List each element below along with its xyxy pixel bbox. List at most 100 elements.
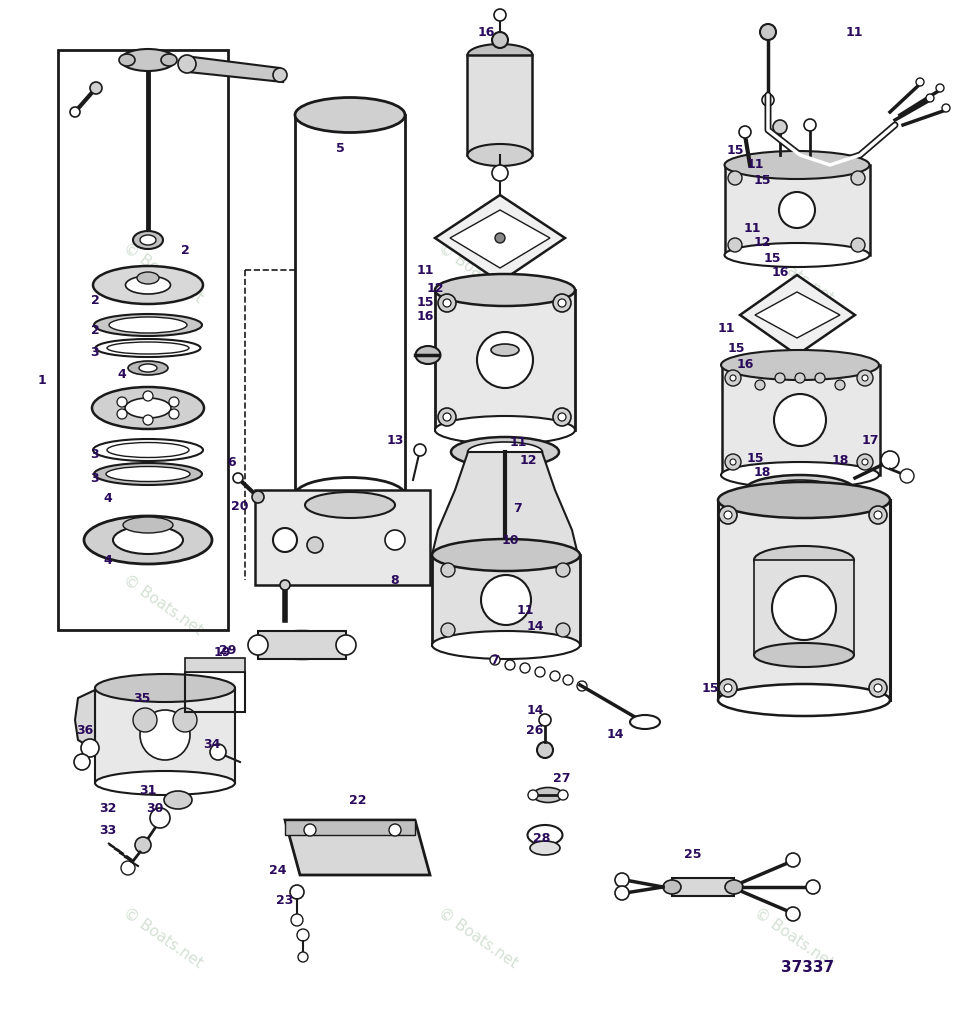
Circle shape — [169, 397, 179, 407]
Text: 24: 24 — [270, 864, 287, 877]
Circle shape — [558, 413, 566, 421]
Text: 28: 28 — [533, 831, 551, 845]
Text: 20: 20 — [231, 500, 249, 514]
Circle shape — [505, 660, 515, 670]
Circle shape — [135, 837, 151, 853]
Polygon shape — [185, 658, 245, 672]
Ellipse shape — [133, 231, 163, 249]
Circle shape — [291, 914, 303, 926]
Ellipse shape — [125, 398, 171, 418]
Ellipse shape — [93, 439, 203, 461]
Circle shape — [869, 506, 887, 524]
Ellipse shape — [718, 482, 890, 518]
Ellipse shape — [721, 350, 879, 380]
Circle shape — [233, 473, 243, 483]
Ellipse shape — [432, 631, 580, 659]
Circle shape — [762, 94, 774, 106]
Ellipse shape — [725, 151, 870, 179]
Text: 15: 15 — [727, 143, 744, 156]
Ellipse shape — [295, 98, 405, 132]
Bar — [722, 365, 880, 475]
Circle shape — [725, 454, 741, 470]
Ellipse shape — [109, 317, 187, 333]
Ellipse shape — [435, 416, 575, 444]
Bar — [255, 490, 430, 585]
Circle shape — [70, 107, 80, 117]
Ellipse shape — [721, 462, 879, 488]
Bar — [725, 165, 870, 255]
Ellipse shape — [467, 144, 532, 166]
Circle shape — [535, 667, 545, 677]
Text: 13: 13 — [386, 434, 403, 447]
Text: 18: 18 — [832, 453, 849, 466]
Circle shape — [133, 708, 157, 732]
Text: © Boats.net: © Boats.net — [120, 572, 206, 639]
Circle shape — [495, 233, 505, 243]
Circle shape — [773, 120, 787, 134]
Bar — [295, 115, 405, 495]
Text: © Boats.net: © Boats.net — [435, 572, 521, 639]
Bar — [258, 631, 346, 659]
Circle shape — [615, 886, 629, 900]
Circle shape — [563, 675, 573, 685]
Ellipse shape — [119, 54, 135, 66]
Circle shape — [438, 294, 456, 312]
Circle shape — [577, 681, 587, 691]
Circle shape — [537, 742, 553, 758]
Circle shape — [835, 380, 845, 390]
Ellipse shape — [164, 791, 192, 809]
Ellipse shape — [96, 339, 201, 357]
Circle shape — [441, 623, 455, 637]
Circle shape — [760, 24, 776, 40]
Text: © Boats.net: © Boats.net — [750, 239, 836, 306]
Text: 5: 5 — [336, 141, 344, 154]
Text: 31: 31 — [140, 784, 157, 796]
Text: 23: 23 — [276, 894, 293, 906]
Circle shape — [252, 491, 264, 503]
Circle shape — [385, 530, 405, 550]
Ellipse shape — [305, 492, 395, 518]
Text: 2: 2 — [91, 294, 99, 307]
Ellipse shape — [94, 463, 202, 485]
Text: 14: 14 — [606, 728, 623, 742]
Text: 15: 15 — [763, 251, 781, 264]
Ellipse shape — [725, 880, 743, 894]
Text: 37337: 37337 — [781, 961, 835, 976]
Polygon shape — [285, 820, 430, 875]
Circle shape — [556, 623, 570, 637]
Circle shape — [900, 469, 914, 483]
Ellipse shape — [630, 715, 660, 728]
Circle shape — [728, 171, 742, 185]
Circle shape — [550, 671, 560, 681]
Circle shape — [443, 299, 451, 307]
Text: 15: 15 — [753, 174, 771, 187]
Circle shape — [851, 171, 865, 185]
Circle shape — [786, 853, 800, 867]
Circle shape — [916, 78, 924, 86]
Ellipse shape — [94, 314, 202, 336]
Bar — [718, 500, 890, 700]
Text: 15: 15 — [702, 681, 719, 694]
Circle shape — [443, 413, 451, 421]
Ellipse shape — [467, 44, 532, 66]
Ellipse shape — [123, 517, 173, 533]
Circle shape — [210, 744, 226, 760]
Ellipse shape — [432, 539, 580, 571]
Circle shape — [290, 885, 304, 899]
Ellipse shape — [113, 526, 183, 554]
Text: 11: 11 — [416, 263, 434, 276]
Ellipse shape — [467, 442, 542, 462]
Text: 16: 16 — [736, 358, 753, 371]
Text: 11: 11 — [747, 158, 764, 172]
Ellipse shape — [161, 54, 177, 66]
Bar — [432, 555, 580, 645]
Text: 3: 3 — [91, 345, 99, 358]
Ellipse shape — [140, 235, 156, 245]
Text: 4: 4 — [103, 554, 113, 566]
Text: 11: 11 — [717, 322, 735, 335]
Ellipse shape — [84, 516, 212, 564]
Circle shape — [553, 408, 571, 426]
Circle shape — [528, 790, 538, 800]
Circle shape — [862, 459, 868, 465]
Circle shape — [779, 192, 815, 228]
